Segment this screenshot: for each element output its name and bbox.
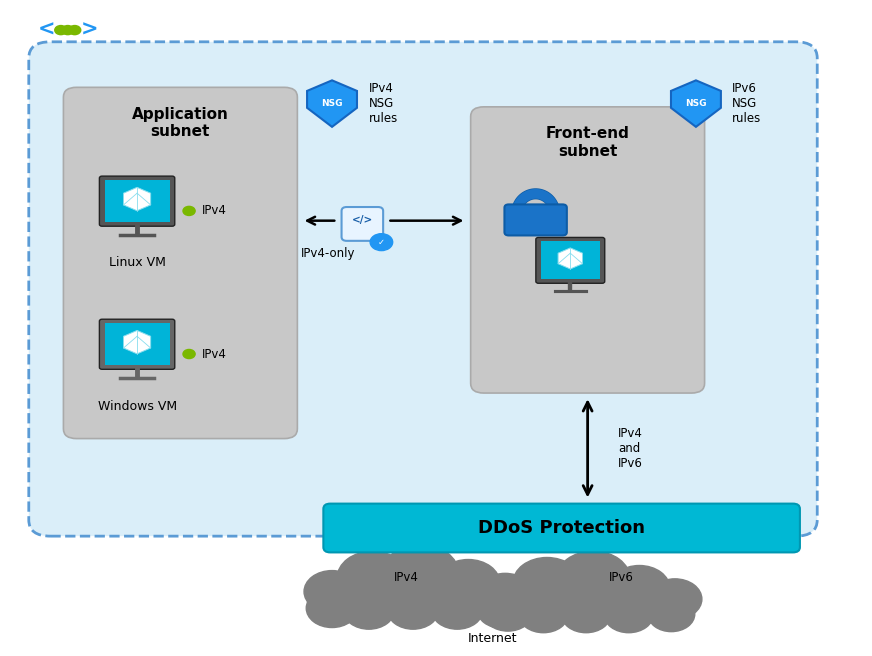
- FancyBboxPatch shape: [471, 107, 705, 393]
- Polygon shape: [124, 331, 151, 354]
- Text: DDoS Protection: DDoS Protection: [478, 519, 645, 537]
- Circle shape: [513, 558, 581, 609]
- Circle shape: [306, 589, 358, 628]
- Text: IPv4
NSG
rules: IPv4 NSG rules: [368, 82, 398, 125]
- Circle shape: [304, 571, 360, 613]
- Circle shape: [648, 596, 695, 632]
- Circle shape: [370, 234, 392, 251]
- Circle shape: [556, 551, 630, 607]
- Text: IPv4: IPv4: [394, 571, 419, 584]
- Circle shape: [183, 350, 195, 359]
- Circle shape: [477, 592, 526, 628]
- Polygon shape: [558, 248, 582, 269]
- FancyBboxPatch shape: [99, 319, 174, 369]
- Polygon shape: [124, 188, 151, 211]
- Circle shape: [519, 596, 569, 632]
- FancyBboxPatch shape: [324, 504, 800, 552]
- FancyBboxPatch shape: [342, 207, 383, 241]
- Text: >: >: [81, 20, 99, 40]
- Text: IPv4: IPv4: [202, 205, 227, 217]
- Circle shape: [55, 26, 67, 35]
- Text: Linux VM: Linux VM: [109, 256, 166, 270]
- FancyBboxPatch shape: [536, 237, 605, 283]
- Circle shape: [343, 590, 395, 629]
- Circle shape: [483, 594, 533, 631]
- Text: Application
subnet: Application subnet: [132, 107, 228, 139]
- Circle shape: [562, 596, 611, 632]
- Text: NSG: NSG: [685, 99, 706, 108]
- FancyBboxPatch shape: [541, 241, 600, 279]
- Circle shape: [62, 26, 74, 35]
- Circle shape: [603, 596, 654, 632]
- Circle shape: [387, 590, 439, 629]
- Text: IPv4: IPv4: [202, 348, 227, 361]
- Text: ✓: ✓: [378, 237, 385, 247]
- Circle shape: [183, 207, 195, 215]
- Polygon shape: [671, 80, 721, 127]
- Text: Windows VM: Windows VM: [98, 400, 177, 413]
- Text: Internet: Internet: [467, 632, 517, 646]
- Circle shape: [432, 590, 483, 629]
- Circle shape: [337, 551, 408, 604]
- FancyBboxPatch shape: [64, 87, 297, 439]
- Text: <: <: [37, 20, 55, 40]
- Text: IPv6
NSG
rules: IPv6 NSG rules: [732, 82, 761, 125]
- Circle shape: [382, 544, 459, 602]
- Circle shape: [477, 573, 533, 615]
- Text: IPv6: IPv6: [610, 571, 634, 584]
- Circle shape: [648, 579, 702, 619]
- Text: IPv4-only: IPv4-only: [301, 247, 355, 260]
- Circle shape: [609, 565, 670, 611]
- Text: Front-end
subnet: Front-end subnet: [546, 127, 630, 159]
- Text: IPv4
and
IPv6: IPv4 and IPv6: [618, 427, 643, 470]
- FancyBboxPatch shape: [99, 176, 174, 226]
- FancyBboxPatch shape: [105, 323, 169, 365]
- Text: </>: </>: [351, 215, 373, 225]
- Text: NSG: NSG: [321, 99, 343, 108]
- Circle shape: [69, 26, 81, 35]
- FancyBboxPatch shape: [29, 42, 817, 536]
- Polygon shape: [307, 80, 357, 127]
- FancyBboxPatch shape: [504, 205, 567, 236]
- FancyBboxPatch shape: [105, 180, 169, 222]
- Circle shape: [437, 560, 500, 607]
- Circle shape: [481, 576, 535, 617]
